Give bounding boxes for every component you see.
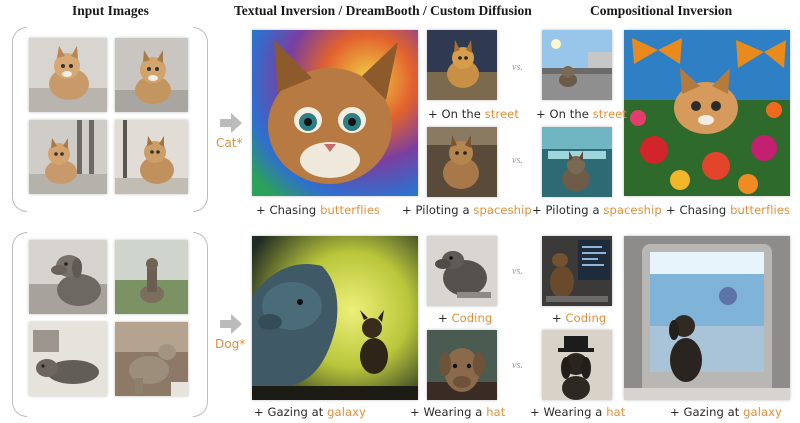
cat-baseline-butterflies-image: [252, 30, 418, 196]
header-baseline-methods: Textual Inversion / DreamBooth / Custom …: [234, 3, 532, 18]
cat-input-image-2: [115, 38, 188, 112]
cat-ours-spaceship-image: [542, 127, 612, 197]
header-input-images: Input Images: [72, 3, 149, 18]
cat-ours-butterflies-image: [624, 30, 790, 196]
dog-baseline-galaxy-image: [252, 236, 418, 400]
dog-bracket-left: [12, 232, 27, 417]
cat-baseline-spaceship-image: [427, 127, 497, 197]
dog-caption-galaxy-baseline: + Gazing at galaxy: [254, 405, 366, 419]
header-compositional-inversion: Compositional Inversion: [590, 3, 733, 18]
dog-baseline-hat-image: [427, 330, 497, 400]
dog-input-image-4: [115, 322, 188, 396]
dog-vs-label-1: vs.: [512, 266, 523, 277]
dog-arrow-icon: [220, 314, 242, 334]
cat-vs-label-2: vs.: [512, 155, 523, 166]
dog-baseline-coding-image: [427, 236, 497, 306]
cat-vs-label-1: vs.: [512, 62, 523, 73]
dog-caption-coding-ours: + Coding: [552, 311, 607, 325]
dog-bracket-right: [193, 232, 208, 417]
cat-input-image-4: [115, 120, 188, 194]
dog-input-image-1: [29, 240, 107, 314]
cat-arrow-icon: [220, 113, 242, 133]
dog-caption-coding-baseline: + Coding: [438, 311, 493, 325]
dog-token: Dog*: [215, 337, 246, 351]
cat-caption-street-baseline: + On the street: [428, 107, 519, 121]
cat-bracket-right: [193, 27, 208, 212]
cat-caption-street-ours: + On the street: [536, 107, 627, 121]
dog-input-image-3: [29, 322, 107, 396]
cat-caption-spaceship-baseline: + Piloting a spaceship: [402, 203, 532, 217]
dog-ours-hat-image: [542, 330, 612, 400]
dog-ours-coding-image: [542, 236, 612, 306]
cat-input-image-1: [29, 38, 107, 112]
cat-ours-street-image: [542, 30, 612, 100]
dog-caption-galaxy-ours: + Gazing at galaxy: [670, 405, 782, 419]
cat-bracket-left: [12, 27, 27, 212]
dog-input-image-2: [115, 240, 188, 314]
dog-ours-galaxy-image: [624, 236, 790, 400]
dog-vs-label-2: vs.: [512, 360, 523, 371]
cat-caption-chasing-baseline: + Chasing butterflies: [256, 203, 381, 217]
cat-token: Cat*: [216, 136, 243, 150]
cat-baseline-street-image: [427, 30, 497, 100]
cat-caption-chasing-ours: + Chasing butterflies: [666, 203, 791, 217]
dog-caption-hat-ours: + Wearing a hat: [530, 405, 626, 419]
cat-input-image-3: [29, 120, 107, 194]
dog-caption-hat-baseline: + Wearing a hat: [410, 405, 506, 419]
cat-caption-spaceship-ours: + Piloting a spaceship: [532, 203, 662, 217]
